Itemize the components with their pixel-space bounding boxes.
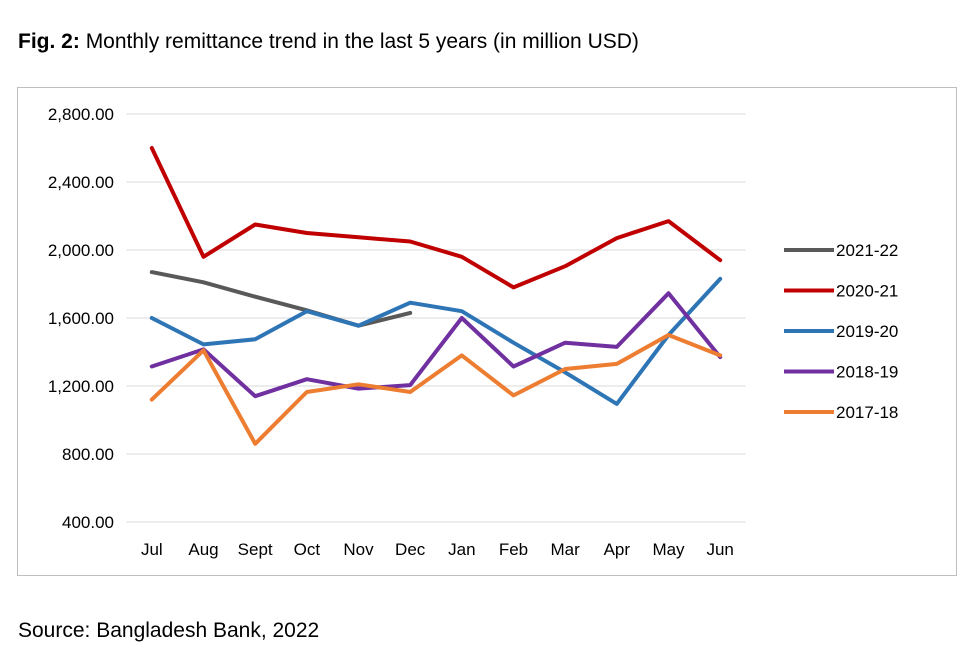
x-tick-label: Nov [343,540,374,559]
x-tick-label: Apr [604,540,631,559]
x-tick-label: Mar [551,540,581,559]
y-tick-label: 400.00 [62,513,114,532]
x-tick-label: May [652,540,685,559]
legend-label: 2017-18 [836,403,898,422]
legend-label: 2019-20 [836,322,898,341]
figure-label: Fig. 2: [18,30,80,53]
y-tick-label: 2,400.00 [48,173,114,192]
y-tick-label: 1,200.00 [48,377,114,396]
series-line-2018-19 [149,291,723,399]
x-tick-label: Dec [395,540,426,559]
legend-label: 2021-22 [836,241,898,260]
figure-title: Fig. 2: Monthly remittance trend in the … [18,30,639,54]
line-chart: 400.00 800.00 1,200.00 1,600.00 2,000.00 2,40… [48,105,899,559]
source-note: Source: Bangladesh Bank, 2022 [18,619,320,642]
series-line-2017-18 [149,333,723,446]
x-tick-label: Feb [499,540,528,559]
x-tick-label: Jan [448,540,475,559]
y-tick-label: 2,000.00 [48,241,114,260]
legend-label: 2020-21 [836,282,898,301]
x-tick-label: Jul [141,540,163,559]
figure-caption: Monthly remittance trend in the last 5 y… [85,30,639,53]
y-tick-label: 2,800.00 [48,105,114,124]
chart-frame: 400.00 800.00 1,200.00 1,600.00 2,000.00 2,40… [17,87,957,576]
y-tick-label: 800.00 [62,445,114,464]
x-tick-label: Jun [706,540,733,559]
x-tick-label: Aug [188,540,218,559]
series-line-2019-20 [149,276,723,406]
series-line-2020-21 [149,146,723,290]
x-tick-label: Oct [294,540,321,559]
y-tick-label: 1,600.00 [48,309,114,328]
legend-label: 2018-19 [836,363,898,382]
x-tick-label: Sept [238,540,273,559]
